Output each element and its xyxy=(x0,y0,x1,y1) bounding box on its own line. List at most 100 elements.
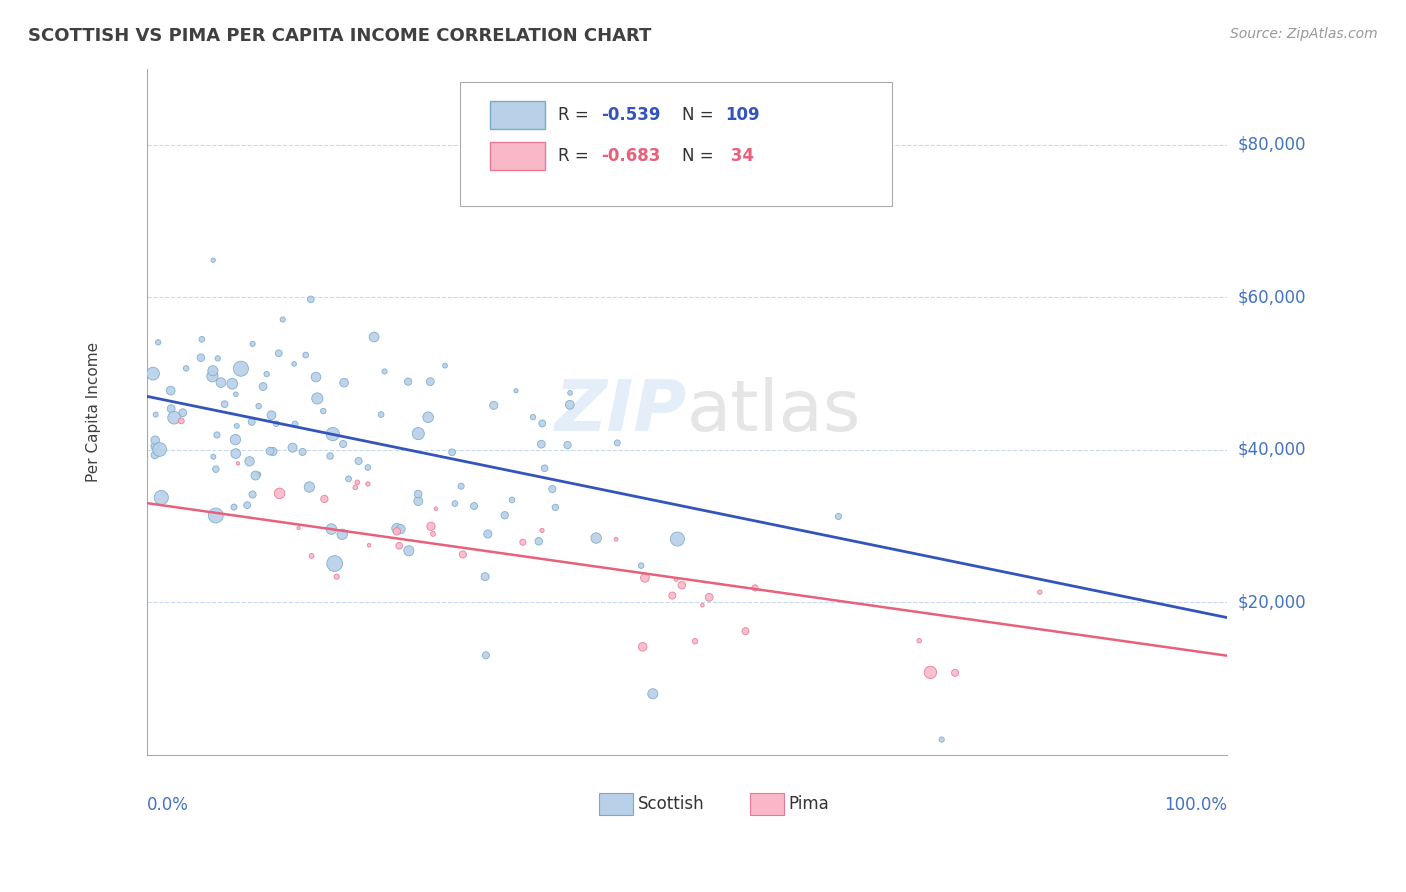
Point xyxy=(201,364,224,378)
Point xyxy=(385,521,408,535)
Point xyxy=(221,376,243,391)
Point xyxy=(482,398,505,412)
Point xyxy=(406,494,429,508)
Text: -0.539: -0.539 xyxy=(600,106,661,124)
Point xyxy=(204,508,226,523)
Point xyxy=(512,535,534,549)
Point xyxy=(422,527,444,541)
Point xyxy=(385,524,408,539)
Point xyxy=(149,442,172,457)
Point xyxy=(494,508,516,523)
Text: Per Capita Income: Per Capita Income xyxy=(86,342,101,482)
Text: $80,000: $80,000 xyxy=(1239,136,1306,153)
Point xyxy=(333,376,356,390)
Point xyxy=(159,384,181,398)
Point xyxy=(143,448,166,462)
Point xyxy=(225,419,247,434)
Point xyxy=(605,533,627,547)
FancyBboxPatch shape xyxy=(749,793,785,814)
Point xyxy=(671,578,693,592)
Point xyxy=(260,408,283,422)
Point xyxy=(202,253,225,268)
Point xyxy=(322,427,344,442)
Text: Source: ZipAtlas.com: Source: ZipAtlas.com xyxy=(1230,27,1378,41)
Point xyxy=(191,332,214,346)
Point xyxy=(692,598,714,612)
Point xyxy=(301,549,323,563)
Point xyxy=(245,468,267,483)
Point xyxy=(145,408,167,422)
Point xyxy=(388,539,411,553)
Point xyxy=(744,581,766,595)
Point xyxy=(209,376,232,390)
Point xyxy=(236,498,259,512)
Point xyxy=(474,569,496,583)
Text: atlas: atlas xyxy=(688,377,862,446)
Point xyxy=(943,665,966,680)
Point xyxy=(666,532,689,546)
Text: R =: R = xyxy=(558,147,593,165)
Point xyxy=(347,454,370,468)
Point xyxy=(931,732,953,747)
Point xyxy=(665,573,688,587)
Text: 109: 109 xyxy=(725,106,759,124)
Point xyxy=(307,392,329,406)
Point xyxy=(425,501,447,516)
Point xyxy=(142,367,165,381)
Point xyxy=(531,417,554,431)
Point xyxy=(247,399,270,413)
Point xyxy=(408,426,430,441)
Text: R =: R = xyxy=(558,106,593,124)
Point xyxy=(630,558,652,573)
Point xyxy=(530,437,553,451)
Point xyxy=(225,446,247,460)
Point xyxy=(477,527,499,541)
Text: $20,000: $20,000 xyxy=(1239,593,1306,611)
Point xyxy=(557,438,579,452)
Point xyxy=(522,410,544,425)
Point xyxy=(585,531,607,545)
Point xyxy=(373,364,395,378)
Point xyxy=(434,359,457,373)
Point xyxy=(299,293,322,307)
Point xyxy=(143,439,166,453)
Point xyxy=(224,433,246,447)
Point xyxy=(475,648,498,663)
Point xyxy=(631,640,654,654)
FancyBboxPatch shape xyxy=(599,793,633,814)
Point xyxy=(284,417,307,431)
Point xyxy=(544,500,567,515)
Point xyxy=(697,591,720,605)
Point xyxy=(150,491,173,505)
Point xyxy=(389,522,412,536)
Point xyxy=(1029,585,1052,599)
Point xyxy=(450,479,472,493)
Point xyxy=(357,477,380,491)
Point xyxy=(319,449,342,463)
Point xyxy=(205,428,228,442)
Point xyxy=(238,454,260,468)
Point xyxy=(283,357,305,371)
Text: SCOTTISH VS PIMA PER CAPITA INCOME CORRELATION CHART: SCOTTISH VS PIMA PER CAPITA INCOME CORRE… xyxy=(28,27,651,45)
Point xyxy=(558,398,581,412)
Point xyxy=(259,444,281,458)
Point xyxy=(531,524,554,538)
Point xyxy=(634,571,657,585)
Point xyxy=(406,487,429,501)
Text: -0.683: -0.683 xyxy=(600,147,659,165)
Point xyxy=(396,375,419,389)
Text: N =: N = xyxy=(682,147,718,165)
Point xyxy=(527,534,550,549)
Point xyxy=(240,415,263,429)
Point xyxy=(264,417,287,431)
Point xyxy=(330,527,353,541)
Point xyxy=(202,450,225,464)
Point xyxy=(242,487,264,501)
Point xyxy=(225,387,247,401)
Point xyxy=(281,441,304,455)
Point xyxy=(501,492,523,507)
Point xyxy=(641,687,664,701)
Point xyxy=(827,509,849,524)
Text: 0.0%: 0.0% xyxy=(148,796,190,814)
Point xyxy=(370,408,392,422)
